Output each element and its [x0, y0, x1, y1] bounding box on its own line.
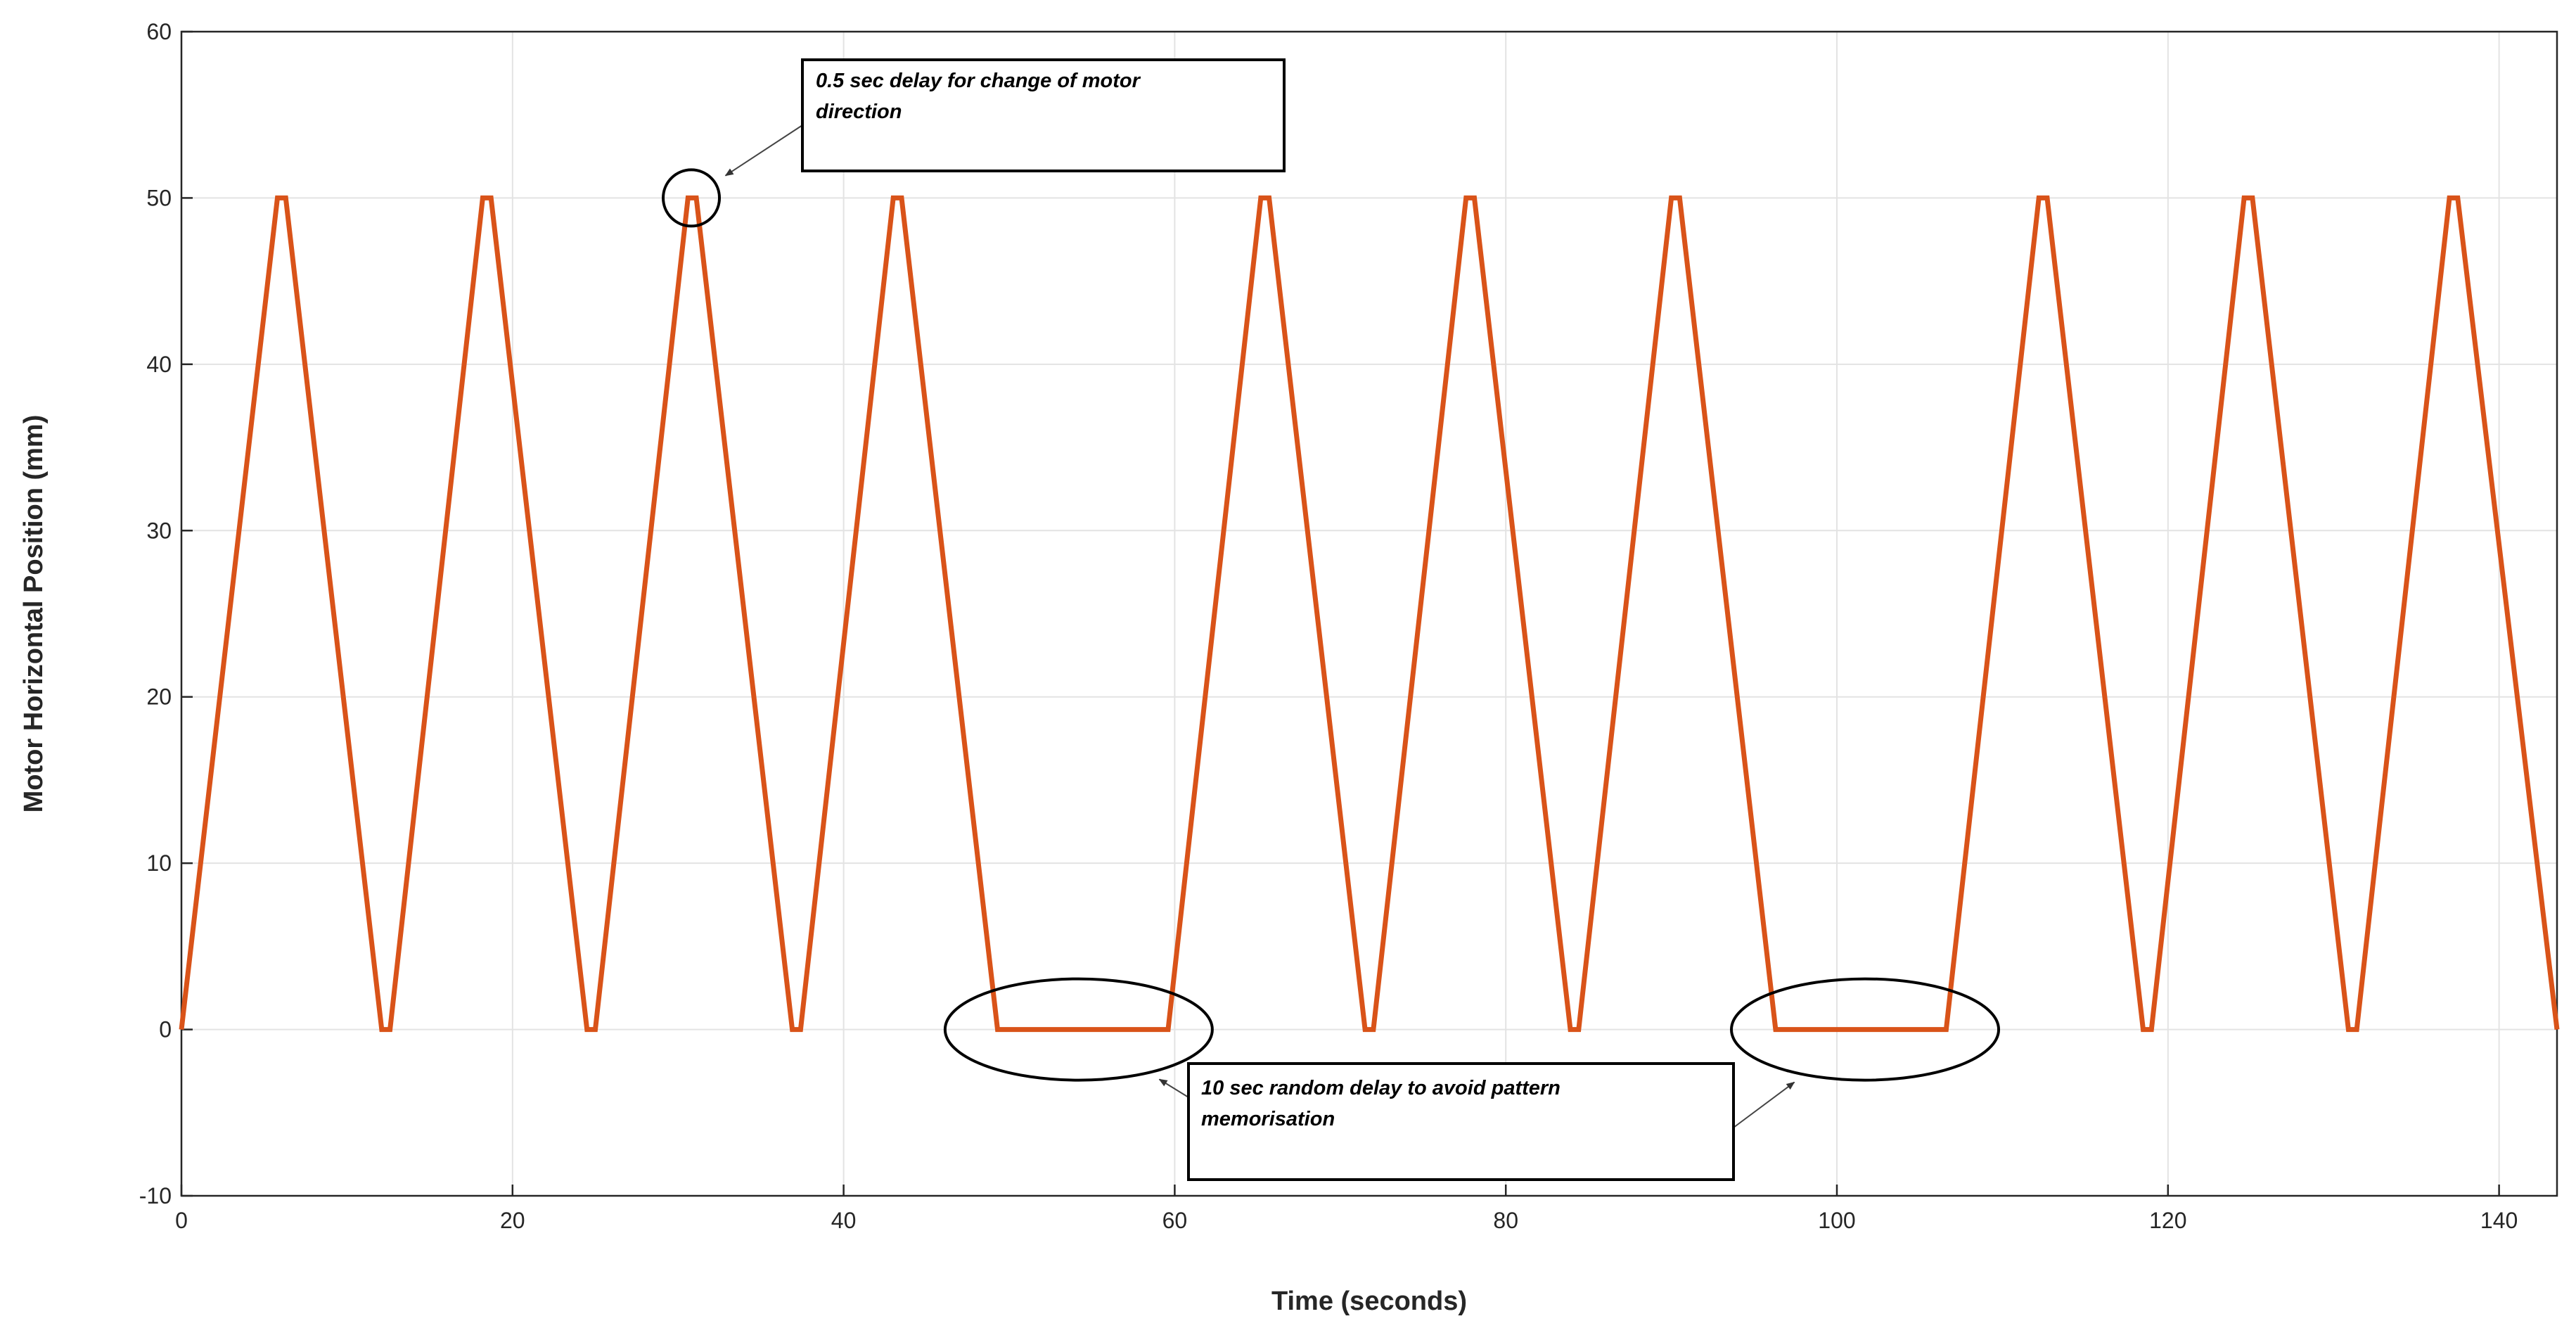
annotation-box [1187, 1062, 1735, 1181]
annotation-arrow [724, 125, 803, 177]
y-tick-label: -10 [139, 1183, 172, 1208]
y-axis-title: Motor Horizontal Position (mm) [19, 415, 49, 813]
x-tick-label: 80 [1493, 1208, 1518, 1233]
grid-lines [181, 31, 2557, 1197]
annotation-target-ellipse [1730, 977, 2001, 1082]
annotation-text: direction [816, 101, 902, 123]
y-tick-label: 10 [146, 850, 172, 876]
x-tick-label: 20 [500, 1208, 525, 1233]
series-line-motor-position [179, 195, 2560, 1033]
y-tick-label: 50 [146, 185, 172, 210]
y-tick-label: 60 [146, 19, 172, 44]
x-tick-label: 140 [2480, 1208, 2518, 1233]
x-tick-label: 100 [1818, 1208, 1855, 1233]
x-tick-label: 60 [1162, 1208, 1188, 1233]
axis-ticks [180, 30, 2500, 1197]
annotation-2: 10 sec random delay to avoid pattern memo… [943, 977, 2001, 1181]
x-tick-label: 120 [2149, 1208, 2186, 1233]
x-tick-label: 0 [175, 1208, 188, 1233]
annotation-arrow [1733, 1081, 1795, 1128]
x-axis-title: Time (seconds) [1271, 1287, 1467, 1316]
plot-frame [180, 30, 2558, 1197]
annotations: 0.5 sec delay for change of motor directi… [662, 58, 2001, 1181]
annotation-text: 0.5 sec delay for change of motor [816, 70, 1141, 92]
x-tick-label: 40 [831, 1208, 857, 1233]
y-tick-label: 20 [146, 684, 172, 710]
y-tick-label: 0 [159, 1017, 172, 1042]
annotation-text: memorisation [1201, 1108, 1335, 1130]
y-tick-label: 40 [146, 352, 172, 377]
annotation-target-ellipse [662, 168, 722, 228]
y-tick-label: 30 [146, 518, 172, 543]
annotation-box [801, 58, 1286, 172]
annotation-arrow [1158, 1078, 1189, 1098]
annotation-1: 0.5 sec delay for change of motor directi… [662, 58, 1286, 228]
annotation-target-ellipse [943, 977, 1214, 1082]
annotation-text: 10 sec random delay to avoid pattern [1201, 1077, 1561, 1099]
